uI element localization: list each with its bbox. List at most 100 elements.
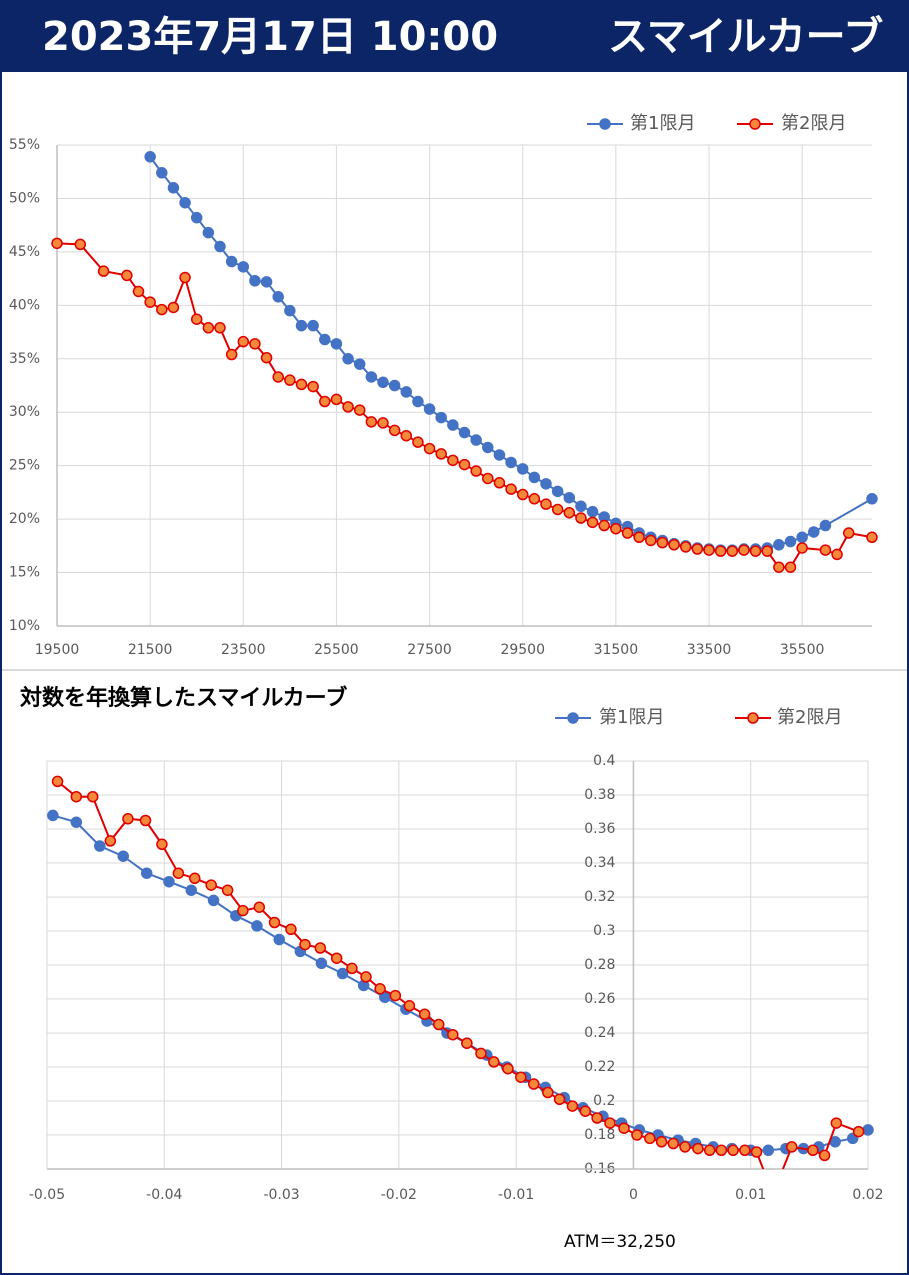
legend-label: 第2限月 bbox=[781, 113, 846, 134]
marker bbox=[179, 271, 191, 284]
marker bbox=[377, 417, 389, 429]
legend-marker bbox=[599, 118, 611, 130]
marker bbox=[703, 544, 715, 556]
marker bbox=[819, 519, 832, 532]
marker bbox=[400, 386, 413, 398]
marker bbox=[679, 541, 692, 553]
marker bbox=[260, 351, 273, 364]
marker bbox=[715, 1144, 728, 1157]
marker bbox=[692, 1142, 704, 1155]
marker bbox=[418, 1008, 431, 1021]
marker bbox=[551, 485, 564, 498]
marker bbox=[189, 872, 201, 885]
marker bbox=[295, 319, 308, 332]
marker bbox=[167, 182, 180, 194]
marker bbox=[551, 503, 564, 516]
marker bbox=[679, 1141, 691, 1153]
x-tick-label: -0.04 bbox=[146, 1187, 182, 1203]
legend-label: 第1限月 bbox=[630, 113, 695, 134]
y-tick-label: 30% bbox=[9, 404, 40, 420]
marker bbox=[866, 531, 878, 544]
marker bbox=[470, 434, 482, 446]
marker bbox=[644, 1132, 656, 1145]
x-tick-label: 31500 bbox=[594, 642, 639, 658]
marker bbox=[807, 1144, 819, 1157]
marker bbox=[727, 1144, 739, 1157]
marker bbox=[284, 304, 296, 317]
marker bbox=[575, 512, 587, 524]
x-tick-label: 27500 bbox=[407, 642, 452, 658]
marker bbox=[435, 448, 447, 460]
marker bbox=[353, 404, 366, 416]
marker bbox=[475, 1047, 487, 1060]
marker bbox=[374, 983, 386, 995]
marker bbox=[482, 472, 494, 485]
marker bbox=[458, 426, 471, 439]
marker bbox=[591, 1112, 603, 1124]
header-date: 2023年7月17日 10:00 bbox=[42, 14, 499, 60]
marker bbox=[493, 449, 506, 461]
marker bbox=[307, 319, 319, 332]
marker bbox=[866, 493, 878, 505]
marker bbox=[284, 374, 296, 386]
marker bbox=[482, 441, 494, 454]
marker bbox=[726, 545, 739, 557]
marker bbox=[750, 1146, 763, 1158]
marker bbox=[505, 483, 517, 495]
marker bbox=[185, 884, 198, 896]
marker bbox=[51, 237, 63, 250]
marker bbox=[342, 353, 354, 365]
marker bbox=[618, 1122, 630, 1134]
marker bbox=[144, 151, 156, 163]
y-tick-label: 0.24 bbox=[584, 1025, 615, 1041]
marker bbox=[330, 393, 343, 406]
marker bbox=[563, 506, 576, 519]
marker bbox=[156, 303, 168, 316]
marker bbox=[598, 519, 610, 532]
marker bbox=[190, 313, 203, 325]
marker bbox=[377, 376, 389, 389]
legend-marker bbox=[749, 118, 761, 130]
marker bbox=[830, 1117, 843, 1129]
marker bbox=[202, 322, 215, 334]
marker bbox=[353, 358, 366, 370]
marker bbox=[586, 516, 599, 529]
marker bbox=[773, 561, 785, 573]
header: 2023年7月17日 10:00 スマイルカーブ bbox=[2, 2, 907, 72]
y-tick-label: 0.3 bbox=[593, 923, 615, 939]
marker bbox=[432, 1018, 445, 1031]
marker bbox=[515, 1071, 527, 1083]
legend-label: 第2限月 bbox=[777, 707, 842, 728]
marker bbox=[260, 276, 273, 288]
marker bbox=[656, 536, 669, 549]
marker bbox=[808, 526, 820, 538]
marker bbox=[319, 333, 331, 346]
marker bbox=[47, 809, 59, 822]
marker bbox=[117, 850, 129, 862]
marker bbox=[272, 371, 284, 383]
marker bbox=[527, 1078, 540, 1090]
marker bbox=[621, 527, 634, 539]
marker bbox=[447, 454, 459, 467]
marker bbox=[668, 539, 680, 551]
marker bbox=[714, 545, 727, 557]
marker bbox=[388, 379, 401, 392]
marker bbox=[762, 1144, 775, 1157]
plot bbox=[51, 151, 878, 573]
series-line bbox=[56, 780, 859, 1169]
marker bbox=[819, 544, 832, 556]
marker bbox=[272, 291, 284, 303]
marker bbox=[774, 1174, 784, 1184]
marker bbox=[221, 884, 234, 896]
marker bbox=[502, 1062, 514, 1075]
marker bbox=[70, 790, 83, 803]
marker bbox=[315, 957, 328, 970]
marker bbox=[542, 1086, 554, 1099]
marker bbox=[796, 542, 808, 554]
marker bbox=[488, 1056, 500, 1068]
marker bbox=[403, 1000, 416, 1012]
marker bbox=[447, 419, 459, 431]
marker bbox=[237, 335, 250, 348]
